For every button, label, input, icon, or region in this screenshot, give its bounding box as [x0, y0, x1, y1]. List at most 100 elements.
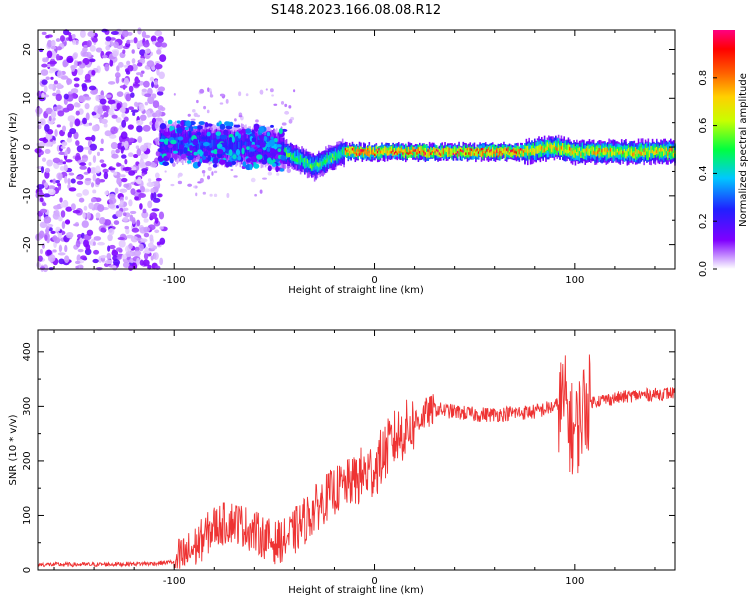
- spectrogram-cell: [449, 148, 452, 151]
- spectrogram-cell: [274, 158, 280, 162]
- spectrogram-cell: [239, 140, 242, 154]
- spectrogram-cell: [238, 91, 242, 97]
- spectrogram-cell: [92, 124, 99, 132]
- spectrogram-cell: [75, 176, 82, 180]
- spectrogram-cell: [92, 241, 96, 246]
- spectrogram-cell: [515, 147, 518, 155]
- spectrogram-cell: [66, 57, 74, 64]
- spectrogram-cell: [42, 264, 49, 273]
- spectrogram-cell: [219, 123, 226, 130]
- spectrogram-cell: [346, 149, 348, 153]
- spectrogram-cell: [53, 106, 58, 111]
- spectrogram-cell: [430, 152, 432, 155]
- spectrogram-cell: [43, 94, 50, 98]
- spectrogram-cell: [426, 151, 428, 155]
- snr-ytick-label: 200: [22, 451, 33, 470]
- spectrogram-cell: [625, 150, 627, 155]
- spectrogram-cell: [486, 149, 488, 152]
- spectrogram-cell: [302, 159, 305, 164]
- spectrogram-cell: [350, 146, 352, 152]
- spectrogram-cell: [209, 142, 213, 149]
- spectrogram-cell: [304, 160, 306, 169]
- spectrogram-cell: [50, 110, 57, 118]
- spectrogram-cell: [95, 94, 100, 102]
- spectrogram-cell: [59, 165, 65, 172]
- spectrogram-cell: [91, 37, 98, 43]
- spectrogram-cell: [612, 145, 615, 153]
- spectrogram-cell: [212, 163, 218, 168]
- spectrogram-cell: [337, 149, 340, 158]
- spectrogram-cell: [404, 150, 407, 154]
- spectrogram-cell: [233, 175, 238, 178]
- spectrogram-cell: [139, 259, 144, 266]
- spectrogram-cell: [146, 110, 151, 118]
- spectrogram-cell: [158, 71, 165, 80]
- colorbar-tick-label: 0.6: [698, 118, 709, 134]
- spectrogram-cell: [89, 45, 96, 52]
- spectrogram-cell: [50, 76, 54, 80]
- spectrogram-cell: [598, 150, 601, 158]
- spectrogram-cell: [73, 102, 80, 108]
- spectrogram-cell: [612, 151, 615, 156]
- spectrogram-cell: [103, 219, 112, 226]
- spectrogram-cell: [87, 148, 92, 155]
- spectrogram-cell: [45, 226, 50, 230]
- spectrogram-cell: [399, 148, 401, 153]
- spectrogram-cell: [88, 58, 96, 63]
- spectrogram-cell: [406, 151, 408, 155]
- spectrogram-cell: [39, 248, 43, 255]
- spectrogram-cell: [83, 205, 88, 211]
- spectrogram-cell: [535, 146, 537, 154]
- spectrogram-cell: [514, 150, 516, 154]
- spectrogram-cell: [145, 160, 152, 167]
- spectrogram-cell: [309, 164, 312, 169]
- spectrogram-cell: [281, 122, 287, 126]
- spectrogram-cell: [250, 144, 257, 148]
- spectrogram-cell: [213, 170, 218, 174]
- spectrogram-cell: [428, 149, 431, 155]
- spectrogram-cell: [385, 148, 387, 159]
- spectrogram-cell: [535, 146, 537, 151]
- spectrogram-cell: [128, 243, 133, 250]
- spectrogram-cell: [103, 111, 109, 118]
- spectrogram-cell: [37, 255, 43, 262]
- spectrogram-cell: [67, 115, 76, 122]
- spectrogram-cell: [427, 150, 430, 158]
- spectrogram-cell: [57, 110, 65, 117]
- spectrogram-cell: [118, 61, 124, 68]
- spectrogram-cell: [103, 123, 108, 128]
- spectrogram-cell: [76, 180, 84, 185]
- spectrogram-cell: [640, 152, 643, 156]
- spectrogram-cell: [43, 182, 49, 189]
- spectrogram-cell: [157, 38, 164, 43]
- spectrogram-cell: [157, 193, 163, 198]
- spectrogram-cell: [206, 131, 211, 137]
- spectrogram-cell: [368, 145, 371, 154]
- spectrogram-cell: [197, 138, 200, 152]
- figure-title: S148.2023.166.08.08.R12: [271, 3, 441, 18]
- spectrogram-cell: [385, 147, 387, 153]
- spectrogram-cell: [187, 183, 193, 187]
- spectrogram-cell: [179, 144, 184, 150]
- spectrogram-cell: [99, 216, 106, 225]
- spectrogram-cell: [358, 149, 361, 155]
- spectrogram-cell: [497, 152, 500, 156]
- spectrogram-cell: [50, 39, 56, 48]
- spectrogram-cell: [501, 153, 504, 156]
- spectrogram-cell: [200, 139, 202, 146]
- spectrogram-cell: [128, 170, 136, 176]
- spectrogram-cell: [671, 149, 673, 157]
- spectrogram-cell: [231, 160, 237, 165]
- spectrogram-cell: [396, 148, 399, 154]
- spectrogram-cell: [669, 147, 672, 151]
- spectrogram-cell: [597, 146, 599, 154]
- spectrogram-cell: [58, 151, 66, 155]
- spectrogram-cell: [294, 151, 296, 160]
- spectrogram-cell: [154, 217, 159, 224]
- spectrogram-cell: [442, 149, 445, 155]
- spectrogram-cell: [489, 151, 491, 157]
- spectrogram-cell: [139, 73, 144, 78]
- spectrogram-cell: [136, 148, 142, 157]
- spectrogram-cell: [313, 162, 316, 167]
- spectrogram-cell: [629, 147, 631, 155]
